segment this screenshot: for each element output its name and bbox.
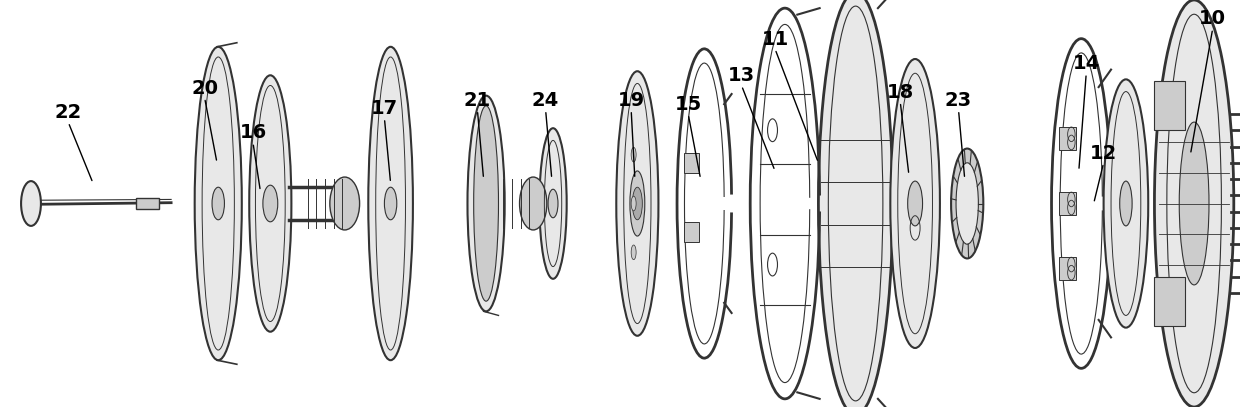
Bar — [684, 222, 699, 242]
Ellipse shape — [631, 196, 636, 211]
Bar — [1059, 257, 1076, 280]
Ellipse shape — [548, 189, 558, 218]
Ellipse shape — [1104, 79, 1148, 328]
Ellipse shape — [212, 187, 224, 220]
Ellipse shape — [520, 177, 547, 230]
Ellipse shape — [631, 245, 636, 260]
Text: 24: 24 — [532, 91, 559, 110]
Text: 21: 21 — [464, 91, 491, 110]
Bar — [1154, 81, 1185, 130]
Ellipse shape — [474, 106, 498, 301]
Bar — [1154, 277, 1185, 326]
Ellipse shape — [951, 149, 983, 258]
Text: 13: 13 — [728, 66, 755, 85]
Ellipse shape — [956, 163, 978, 244]
Text: 15: 15 — [675, 95, 702, 114]
Ellipse shape — [330, 177, 360, 230]
Ellipse shape — [616, 71, 658, 336]
Ellipse shape — [890, 59, 940, 348]
Text: 18: 18 — [887, 83, 914, 102]
Ellipse shape — [632, 187, 642, 220]
Text: 17: 17 — [371, 99, 398, 118]
Ellipse shape — [263, 185, 278, 222]
Ellipse shape — [539, 128, 567, 279]
Text: 14: 14 — [1073, 54, 1100, 73]
Text: 23: 23 — [945, 91, 972, 110]
Ellipse shape — [908, 181, 923, 226]
Bar — [1059, 127, 1076, 150]
Text: 10: 10 — [1199, 9, 1226, 28]
Ellipse shape — [467, 96, 505, 311]
Ellipse shape — [818, 0, 893, 407]
Bar — [136, 198, 159, 209]
Ellipse shape — [630, 171, 645, 236]
Text: 12: 12 — [1090, 144, 1117, 163]
Text: 22: 22 — [55, 103, 82, 122]
Ellipse shape — [195, 47, 242, 360]
Ellipse shape — [1120, 181, 1132, 226]
Ellipse shape — [249, 75, 291, 332]
Ellipse shape — [1179, 122, 1209, 285]
Bar — [684, 153, 699, 173]
Text: 16: 16 — [239, 123, 267, 142]
Ellipse shape — [631, 147, 636, 162]
Ellipse shape — [368, 47, 413, 360]
Text: 20: 20 — [191, 79, 218, 98]
Text: 11: 11 — [761, 30, 789, 49]
Ellipse shape — [1154, 0, 1234, 407]
Text: 19: 19 — [618, 91, 645, 110]
Ellipse shape — [384, 187, 397, 220]
Bar — [1059, 192, 1076, 215]
Ellipse shape — [21, 181, 41, 226]
